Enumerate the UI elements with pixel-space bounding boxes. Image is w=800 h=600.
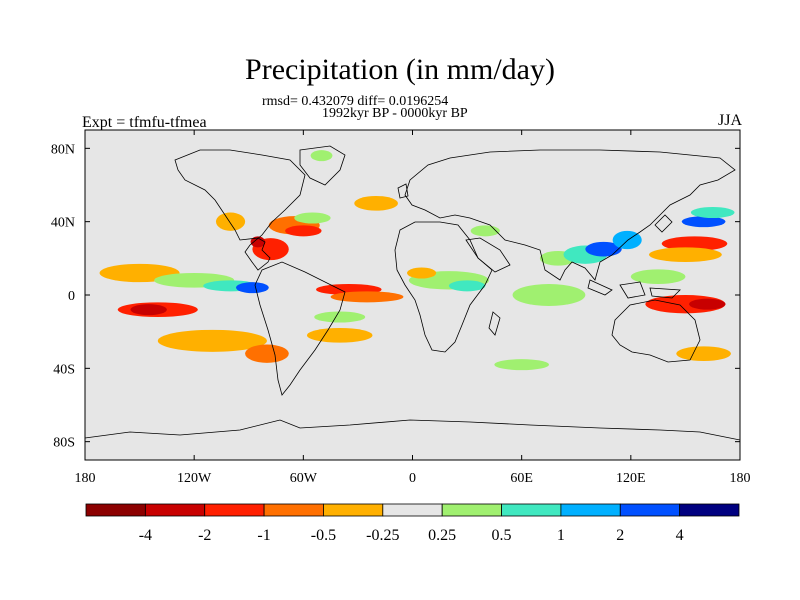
axes-layer: 180 120W 60W 0 60E 120E 180 80N 40N 0 40S 80S <box>51 130 751 486</box>
anomaly-region-n-atlantic-orange2 <box>354 196 398 211</box>
colorbar-swatch-0 <box>85 503 146 517</box>
y-tick-label-2: 0 <box>68 289 75 304</box>
anomaly-region-gulf-darkred <box>250 236 266 248</box>
anomaly-region-australia-orange <box>676 346 731 361</box>
y-tick-label-1: 40N <box>51 216 75 231</box>
anomaly-region-n-pacific-blue <box>681 216 726 228</box>
y-tick-label-0: 80N <box>51 142 75 157</box>
coastline-japan <box>654 214 673 233</box>
colorbar-label-3: -0.5 <box>311 527 336 544</box>
x-tick-label-3: 0 <box>409 471 416 486</box>
coastline-europe-asia <box>404 149 736 281</box>
experiment-label: Expt = tfmfu-tfmea <box>82 114 207 131</box>
coastline-arabia <box>465 237 511 273</box>
colorbar: -4 -2 -1 -0.5 -0.25 0.25 0.5 1 2 4 <box>85 503 740 544</box>
colorbar-swatch-1 <box>144 503 206 517</box>
x-tick-label-4: 60E <box>510 471 533 486</box>
coastline-madagascar <box>488 311 501 336</box>
chart-title: Precipitation (in mm/day) <box>245 53 555 86</box>
map-background <box>85 130 740 460</box>
colorbar-label-2: -1 <box>257 527 270 544</box>
anomaly-region-indonesia-darkred <box>689 298 726 310</box>
colorbar-swatch-9 <box>619 503 681 517</box>
rmsd-diff-stats: rmsd= 0.432079 diff= 0.0196254 <box>262 94 449 109</box>
colorbar-label-9: 4 <box>676 527 684 544</box>
x-tick-label-1: 120W <box>177 471 212 486</box>
anomaly-regions-layer <box>99 150 735 371</box>
anomaly-region-tropical-pacific-darkred <box>130 304 167 316</box>
y-tick-label-3: 40S <box>53 362 75 377</box>
anomaly-region-e-pacific-blue <box>236 282 269 294</box>
x-tick-label-6: 180 <box>730 471 751 486</box>
anomaly-region-w-pacific-green <box>630 269 686 284</box>
anomaly-region-japan-red <box>661 236 728 252</box>
colorbar-swatch-2 <box>204 503 265 517</box>
period-label: 1992kyr BP - 0000kyr BP <box>322 106 468 121</box>
colorbar-label-5: 0.25 <box>428 527 456 544</box>
anomaly-region-n-atlantic-red <box>285 225 322 237</box>
colorbar-label-4: -0.25 <box>366 527 399 544</box>
anomaly-region-s-indian-green <box>494 359 549 371</box>
anomaly-region-n-atlantic-green <box>294 212 331 224</box>
anomaly-region-bay-bengal-blue <box>585 241 622 257</box>
anomaly-region-s-atlantic-orange <box>306 328 373 343</box>
colorbar-swatch-4 <box>323 503 384 517</box>
colorbar-swatch-5 <box>382 503 443 517</box>
x-tick-label-5: 120E <box>616 471 646 486</box>
coastline-australia <box>611 299 701 363</box>
colorbar-label-7: 1 <box>557 527 565 544</box>
x-tick-label-0: 180 <box>75 471 96 486</box>
coastline-north-america <box>174 149 306 271</box>
anomaly-region-w-pacific-orange <box>649 247 722 262</box>
anomaly-region-africa-cyan <box>448 280 486 292</box>
colorbar-label-0: -4 <box>139 527 152 544</box>
anomaly-region-s-pacific-orange2 <box>245 344 289 363</box>
colorbar-swatch-3 <box>263 503 324 517</box>
season-label: JJA <box>717 112 742 129</box>
colorbar-label-6: 0.5 <box>492 527 512 544</box>
colorbar-label-8: 2 <box>616 527 624 544</box>
anomaly-region-s-atlantic-green <box>314 311 366 323</box>
colorbar-swatch-7 <box>501 503 562 517</box>
anomaly-region-mexico-orange <box>216 212 246 231</box>
colorbar-swatch-8 <box>560 503 621 517</box>
coastline-africa <box>394 221 493 353</box>
coastline-maritime-continent <box>587 279 681 299</box>
coastline-antarctica <box>85 419 740 441</box>
coastline-greenland <box>299 145 346 186</box>
y-tick-label-4: 80S <box>53 436 75 451</box>
colorbar-swatch-10 <box>679 503 740 517</box>
coastline-south-america <box>254 261 346 396</box>
anomaly-region-atlantic-itcz-orange <box>330 291 404 303</box>
coastlines-layer <box>85 145 740 441</box>
anomaly-region-s-pacific-orange <box>157 329 267 352</box>
colorbar-swatch-6 <box>441 503 502 517</box>
colorbar-label-1: -2 <box>198 527 211 544</box>
anomaly-region-arctic-green <box>310 150 333 162</box>
anomaly-region-n-pacific-cyan <box>690 207 735 218</box>
coastline-uk <box>397 183 409 199</box>
anomaly-region-indian-ocean-green <box>512 284 586 306</box>
x-tick-label-2: 60W <box>290 471 318 486</box>
anomaly-region-africa-orange <box>407 267 437 279</box>
